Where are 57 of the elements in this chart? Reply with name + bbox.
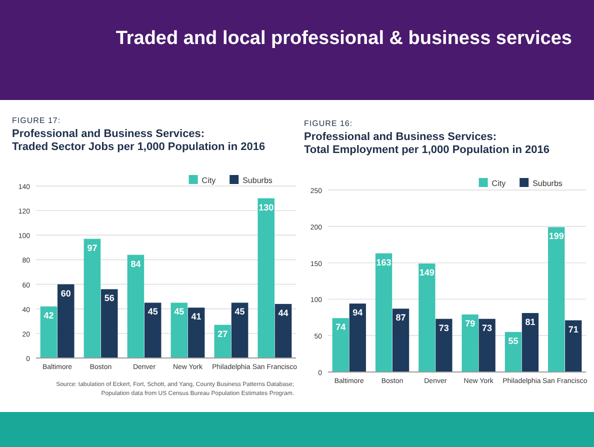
chart-title: Professional and Business Services: Traded Sector Jobs per 1,000 Population in 2016 xyxy=(12,128,266,153)
bar xyxy=(436,318,452,372)
bar xyxy=(40,306,58,358)
data-label: 87 xyxy=(396,312,406,323)
bar xyxy=(258,198,275,358)
data-label: 81 xyxy=(525,317,536,328)
data-label: 84 xyxy=(130,258,141,269)
bar xyxy=(462,314,478,372)
bar xyxy=(274,304,292,358)
bar xyxy=(375,253,392,372)
bar xyxy=(504,332,522,372)
bar xyxy=(548,227,565,372)
data-label: 45 xyxy=(174,306,184,317)
chart-title: Professional and Business Services: Total Employment per 1,000 Population in 2016 xyxy=(304,131,550,156)
data-label: 79 xyxy=(465,318,476,328)
data-label: 41 xyxy=(191,312,202,322)
data-label: 60 xyxy=(60,288,71,298)
data-label: 97 xyxy=(87,242,98,253)
legend-label: City xyxy=(202,176,216,185)
bar xyxy=(188,308,205,358)
bar xyxy=(478,318,496,372)
data-label: 73 xyxy=(438,322,449,333)
chart-subtitle: FIGURE 17: xyxy=(12,116,61,125)
bar xyxy=(100,289,118,358)
text: Traded and local professional & business services xyxy=(116,28,572,49)
bar xyxy=(127,254,144,358)
bar xyxy=(84,238,101,358)
data-label: 163 xyxy=(376,257,392,268)
bar xyxy=(349,304,366,372)
bar xyxy=(144,302,162,358)
bar xyxy=(332,318,349,372)
data-label: 42 xyxy=(44,310,54,320)
bar xyxy=(170,302,188,358)
data-label: 199 xyxy=(548,231,564,242)
legend-label: Suburbs xyxy=(532,179,562,188)
bar xyxy=(522,313,539,372)
data-label: 73 xyxy=(482,322,492,333)
data-label: 56 xyxy=(104,293,114,304)
bar xyxy=(392,308,410,372)
data-label: 45 xyxy=(148,306,158,317)
bar xyxy=(565,320,582,372)
legend-label: City xyxy=(492,179,506,188)
bar xyxy=(214,324,232,358)
data-label: 94 xyxy=(352,308,363,318)
bar xyxy=(231,302,248,358)
bar xyxy=(57,284,74,358)
bar xyxy=(418,264,436,372)
data-label: 130 xyxy=(258,202,274,212)
data-label: 55 xyxy=(508,336,518,346)
data-label: 27 xyxy=(218,328,228,339)
data-label: 149 xyxy=(419,268,434,278)
data-label: 44 xyxy=(278,308,288,318)
data-label: 71 xyxy=(568,324,578,334)
data-label: 74 xyxy=(336,322,346,332)
data-label: 45 xyxy=(234,306,245,317)
legend-label: Suburbs xyxy=(242,176,272,185)
chart-subtitle: FIGURE 16: xyxy=(304,119,353,128)
